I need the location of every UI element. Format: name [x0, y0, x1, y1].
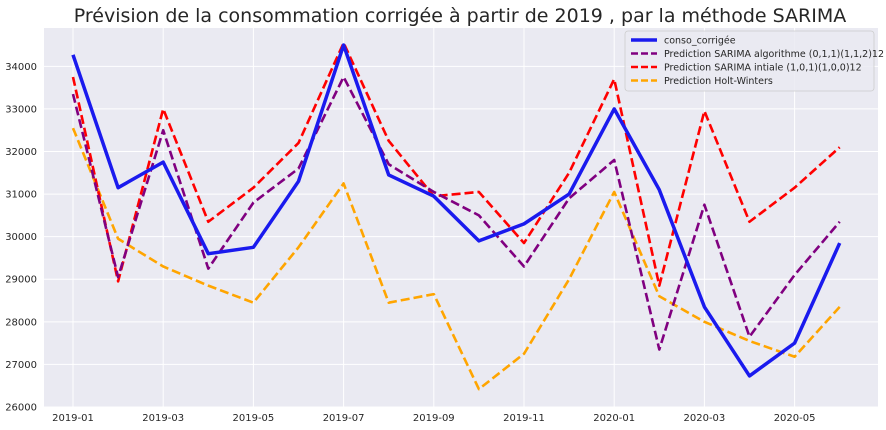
legend-entry-1: Prediction SARIMA algorithme (0,1,1)(1,1…: [664, 49, 884, 60]
series-line-3: [71, 127, 841, 391]
series-line-2: [71, 41, 841, 287]
legend: conso_corrigée Prediction SARIMA algorith…: [624, 30, 884, 92]
series-line-1: [71, 75, 841, 351]
x-tick-label: 2020-05: [774, 413, 816, 424]
x-tick-label: 2019-03: [142, 413, 184, 424]
x-axis: 2019-01 2019-03 2019-05 2019-07 2019-09 2019-…: [52, 413, 815, 424]
grid: [44, 28, 878, 408]
legend-entry-0: conso_corrigée: [664, 36, 736, 47]
y-tick-label: 31000: [5, 190, 37, 201]
chart-title: Prévision de la consommation corrigée à …: [74, 5, 846, 27]
x-tick-label: 2019-09: [413, 413, 455, 424]
legend-entry-2: Prediction SARIMA intiale (1,0,1)(1,0,0)…: [664, 63, 862, 74]
y-tick-label: 27000: [5, 360, 37, 371]
y-tick-label: 26000: [5, 403, 37, 414]
x-tick-label: 2020-03: [684, 413, 726, 424]
y-tick-label: 32000: [5, 147, 37, 158]
series-line-0: [71, 43, 842, 378]
y-tick-label: 34000: [5, 62, 37, 73]
series-group: [71, 41, 842, 391]
x-tick-label: 2019-11: [503, 413, 545, 424]
x-tick-label: 2020-01: [593, 413, 635, 424]
legend-box: [624, 30, 875, 92]
y-tick-label: 33000: [5, 104, 37, 115]
y-axis: 26000 27000 28000 29000 30000 31000 32000 33000…: [5, 62, 37, 414]
y-tick-label: 28000: [5, 317, 37, 328]
legend-entry-3: Prediction Holt-Winters: [664, 76, 773, 87]
x-tick-label: 2019-01: [52, 413, 94, 424]
x-tick-label: 2019-05: [233, 413, 275, 424]
x-tick-label: 2019-07: [323, 413, 365, 424]
y-tick-label: 30000: [5, 232, 37, 243]
y-tick-label: 29000: [5, 275, 37, 286]
